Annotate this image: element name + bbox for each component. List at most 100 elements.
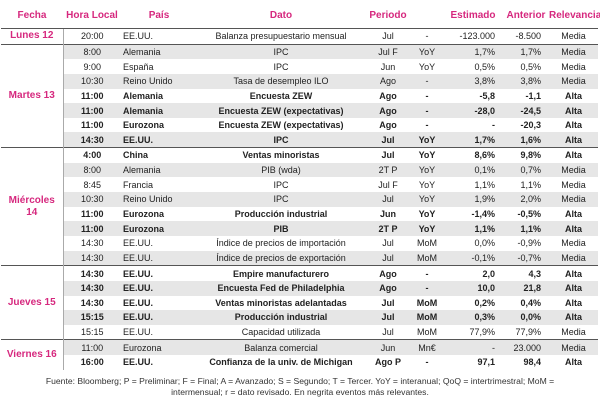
period-cell: Jul (365, 250, 411, 266)
unit-cell: YoY (411, 221, 443, 236)
previous-cell: 98,4 (523, 357, 541, 368)
period-cell: Jul (365, 147, 411, 163)
table-row: Viernes 16 11:00 Eurozona Balanza comercial… (1, 339, 598, 370)
table-row: 11:00 Alemania Encuesta ZEW Ago - -5,8 -1,1 Alt… (1, 89, 598, 104)
period-cell: Ago (365, 265, 411, 281)
time-cell: 8:00 (63, 43, 121, 60)
previous-cell: 21,8 (503, 280, 549, 296)
relevance-cell: Media (561, 238, 586, 249)
period-cell: Jul (382, 238, 394, 249)
estimate-cell: -1,4% (471, 209, 495, 219)
event-cell: Encuesta ZEW (249, 90, 313, 101)
table-row: Jueves 15 14:30 EE.UU. Empire manufacturero… (1, 265, 598, 340)
unit-cell: YoY (411, 162, 443, 178)
unit-cell: YoY (411, 43, 443, 60)
relevance-cell: Media (549, 250, 598, 266)
header-hora-local: Hora Local (63, 2, 121, 29)
time-cell: 16:00 (80, 357, 104, 368)
time-cell: 14:30 (80, 297, 104, 308)
event-cell: Confianza de la univ. de Michigan (209, 357, 353, 368)
relevance-cell: Alta (564, 357, 582, 368)
table-row: 10:30 Reino Unido Tasa de desempleo ILO Ago… (1, 73, 598, 89)
footnote-line-1: Fuente: Bloomberg; P = Preliminar; F = F… (45, 376, 555, 386)
relevance-cell: Alta (564, 297, 582, 308)
time-cell: 8:00 (63, 162, 121, 178)
event-cell: Índice de precios de importación (216, 238, 346, 249)
unit-cell: YoY (418, 61, 436, 72)
country-cell: EE.UU. (123, 297, 154, 308)
country-cell: Reino Unido (121, 192, 197, 207)
country-cell: Francia (123, 179, 154, 190)
period-cell: Ago (365, 280, 411, 296)
country-cell: EE.UU. (121, 280, 197, 296)
table-row: 15:15 EE.UU. Producción industrial Jul MoM 0,… (1, 310, 598, 325)
table-row: 15:15 EE.UU. Capacidad utilizada Jul MoM 77,9… (1, 325, 598, 340)
period-cell: 2T P (365, 221, 411, 236)
table-row: Lunes 12 20:00 EE.UU. Balanza presupuestari… (1, 28, 598, 45)
estimate-cell: 0,0% (474, 238, 495, 249)
unit-cell: MoM (416, 297, 438, 308)
event-cell: Encuesta ZEW (expectativas) (197, 103, 365, 118)
event-cell: Empire manufacturero (197, 265, 365, 281)
period-cell: Ago (379, 90, 397, 101)
time-cell: 15:15 (63, 310, 121, 325)
estimate-cell: 1,9% (443, 192, 503, 207)
event-cell: Producción industrial (197, 310, 365, 325)
table-row: 8:00 Alemania PIB (wda) 2T P YoY 0,1% 0,7% Medi… (1, 162, 598, 178)
relevance-cell: Alta (549, 147, 598, 163)
time-cell: 10:30 (63, 73, 121, 89)
table-row: Martes 13 8:00 Alemania IPC Jul F YoY 1,7% 1,7%… (1, 43, 598, 148)
country-cell: EE.UU. (121, 250, 197, 266)
event-cell: Ventas minoristas adelantadas (215, 297, 347, 308)
date-cell: Lunes 12 (1, 28, 64, 45)
time-cell: 15:15 (80, 327, 104, 338)
event-cell: Encuesta ZEW (expectativas) (218, 120, 344, 131)
period-cell: Jun (379, 209, 396, 219)
unit-cell: MoM (417, 238, 437, 249)
table-row: 8:45 Francia IPC Jul F YoY 1,1% 1,1% Media (1, 177, 598, 192)
unit-cell: - (411, 73, 443, 89)
footnote-line-2: intermensual; r = dato revisado. En negr… (171, 387, 429, 397)
period-cell: Jul F (365, 43, 411, 60)
time-cell: 20:00 (80, 31, 104, 42)
event-cell: PIB (197, 221, 365, 236)
country-cell: EE.UU. (123, 327, 154, 338)
relevance-cell: Alta (549, 132, 598, 148)
event-cell: IPC (197, 43, 365, 60)
unit-cell: - (425, 357, 429, 368)
estimate-cell: 0,2% (474, 297, 495, 308)
estimate-cell: 10,0 (443, 280, 503, 296)
header-dato: Dato (197, 2, 365, 29)
estimate-cell: 8,6% (443, 147, 503, 163)
table-row: 14:30 EE.UU. Índice de precios de importac… (1, 236, 598, 251)
country-cell: Eurozona (121, 339, 197, 356)
time-cell: 11:00 (63, 221, 121, 236)
relevance-cell: Media (561, 327, 586, 338)
unit-cell: - (411, 103, 443, 118)
time-cell: 14:30 (63, 250, 121, 266)
unit-cell: - (425, 31, 429, 42)
estimate-cell: -28,0 (443, 103, 503, 118)
previous-cell: -24,5 (503, 103, 549, 118)
previous-cell: 4,3 (503, 265, 549, 281)
relevance-cell: Alta (564, 90, 582, 101)
event-cell: IPC (273, 179, 289, 190)
previous-cell: 2,0% (503, 192, 549, 207)
period-cell: Jul (382, 31, 394, 42)
previous-cell: -8.500 (515, 31, 541, 42)
header-pais: País (121, 2, 197, 29)
estimate-cell: 1,7% (443, 43, 503, 60)
time-cell: 14:30 (63, 265, 121, 281)
estimate-cell: 1,1% (474, 179, 495, 190)
country-cell: Alemania (121, 43, 197, 60)
relevance-cell: Alta (549, 103, 598, 118)
date-cell: Martes 13 (1, 43, 64, 148)
estimate-cell: 2,0 (443, 265, 503, 281)
previous-cell: 1,1% (503, 221, 549, 236)
previous-cell: -20,3 (520, 120, 541, 131)
event-cell: Balanza comercial (197, 339, 365, 356)
event-cell: PIB (wda) (197, 162, 365, 178)
estimate-cell: 0,3% (443, 310, 503, 325)
unit-cell: Mn€ (411, 339, 443, 356)
